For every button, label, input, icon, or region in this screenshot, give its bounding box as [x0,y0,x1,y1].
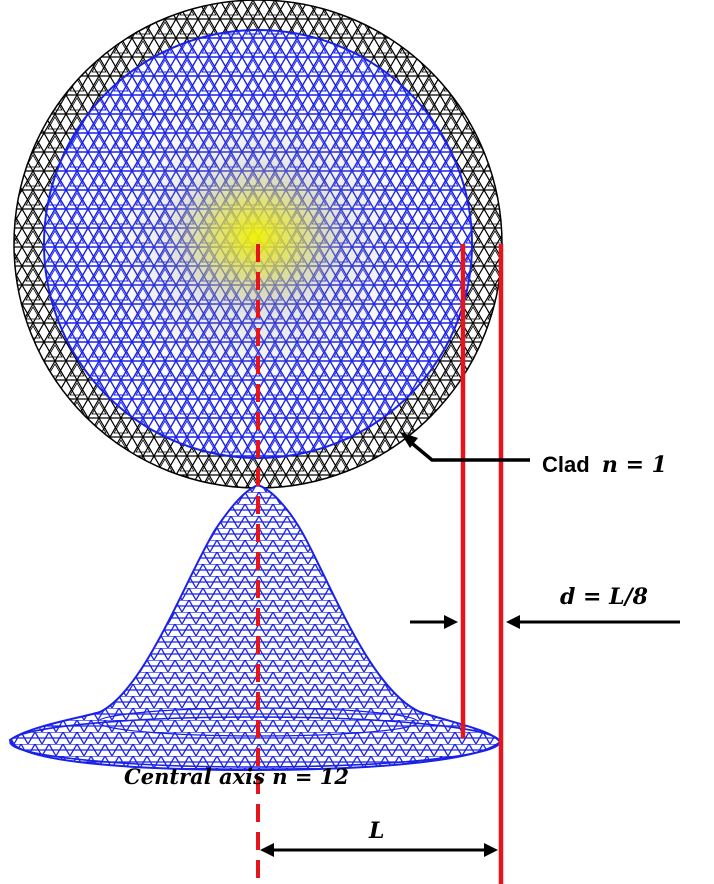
mode-surface [8,483,502,772]
core-center-glow [161,156,351,316]
gap-formula-label: d = L/8 [560,584,648,610]
bent-arrow-icon [400,432,530,462]
clad-label: Clad n = 1 [542,452,667,478]
central-axis-label: Central axis n = 12 [124,764,349,789]
clad-index: n = 1 [601,452,667,478]
length-label: L [369,818,385,844]
clad-word: Clad [542,452,590,477]
arrow-right-icon [410,615,458,629]
mode-profile [8,483,502,772]
arrow-left-icon [506,615,680,629]
double-arrow-icon [260,843,498,857]
